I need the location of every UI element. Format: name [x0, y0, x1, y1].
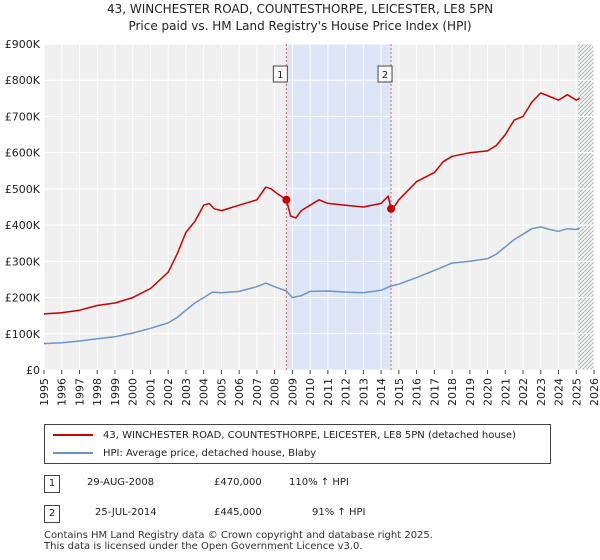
legend-item-property: 43, WINCHESTER ROAD, COUNTESTHORPE, LEIC…	[53, 427, 516, 443]
x-tick-label: 2006	[233, 378, 246, 406]
chart-subtitle: Price paid vs. HM Land Registry's House …	[128, 19, 472, 33]
x-tick-label: 2012	[340, 378, 353, 406]
footer-licence: This data is licensed under the Open Gov…	[44, 541, 363, 552]
x-tick-label: 2021	[499, 378, 512, 406]
hpi-line	[43, 226, 581, 345]
x-tick-label: 2000	[127, 378, 140, 406]
legend-swatch-hpi	[53, 452, 93, 454]
x-tick-label: 2018	[446, 378, 459, 406]
x-tick-label: 2017	[428, 378, 441, 406]
y-tick-label: £900K	[5, 38, 41, 51]
x-tick-label: 2010	[304, 378, 317, 406]
ownership-period-shade	[286, 44, 392, 370]
x-tick-label: 2011	[322, 378, 335, 406]
price-chart: £0 £100K £200K £300K £400K £500K £600K £700K £80…	[5, 38, 600, 406]
y-tick-label: £100K	[5, 328, 41, 341]
sale-date: 29-AUG-2008	[87, 477, 155, 488]
sale-hpi-change: 110% ↑ HPI	[289, 477, 349, 488]
legend-item-hpi: HPI: Average price, detached house, Blab…	[53, 445, 316, 461]
y-tick-label: £0	[26, 364, 40, 377]
y-tick-label: £800K	[5, 74, 41, 87]
x-tick-label: 2019	[464, 378, 477, 406]
x-tick-label: 1996	[56, 378, 69, 406]
y-tick-label: £500K	[5, 183, 41, 196]
x-tick-label: 1998	[91, 378, 104, 406]
x-tick-label: 2024	[553, 378, 566, 406]
footer-copyright: Contains HM Land Registry data © Crown c…	[44, 530, 433, 541]
sale-hpi-change: 91% ↑ HPI	[312, 507, 366, 518]
property-price-line	[43, 92, 581, 315]
y-tick-label: £600K	[5, 147, 41, 160]
x-tick-label: 2013	[357, 378, 370, 406]
chart-title: 43, WINCHESTER ROAD, COUNTESTHORPE, LEIC…	[106, 2, 494, 16]
footer: Contains HM Land Registry data © Crown c…	[44, 530, 433, 552]
sale-label-box	[272, 65, 288, 83]
x-tick-label: 2003	[180, 378, 193, 406]
x-tick-label: 2026	[588, 378, 600, 406]
legend-label-hpi: HPI: Average price, detached house, Blab…	[103, 447, 317, 459]
x-tick-label: 2002	[162, 378, 175, 406]
x-tick-label: 2016	[411, 378, 424, 406]
sale-marker-box: 2	[44, 505, 60, 523]
y-tick-label: £400K	[5, 219, 41, 232]
sale-price: £445,000	[214, 507, 262, 518]
x-tick-label: 2022	[517, 378, 530, 406]
sale-label-box	[377, 65, 393, 83]
x-tick-label: 2005	[215, 378, 228, 406]
y-tick-label: £700K	[5, 110, 41, 123]
x-tick-label: 2001	[144, 378, 157, 406]
x-tick-label: 2014	[375, 378, 388, 406]
sale-label: 1	[277, 70, 283, 81]
x-tick-label: 2023	[535, 378, 548, 406]
forecast-hatch	[578, 44, 594, 370]
x-tick-label: 2008	[269, 378, 282, 406]
x-tick-label: 1999	[109, 378, 122, 406]
legend: 43, WINCHESTER ROAD, COUNTESTHORPE, LEIC…	[44, 424, 551, 464]
x-tick-label: 1995	[38, 378, 51, 406]
legend-swatch-property	[53, 434, 93, 436]
sale-price: £470,000	[214, 477, 262, 488]
sale-point	[387, 204, 396, 213]
sale-label: 2	[382, 70, 388, 81]
sale-point	[282, 195, 291, 204]
y-tick-label: £200K	[5, 292, 41, 305]
legend-label-property: 43, WINCHESTER ROAD, COUNTESTHORPE, LEIC…	[103, 429, 516, 441]
x-tick-label: 2004	[198, 378, 211, 406]
x-tick-label: 2007	[251, 378, 264, 406]
x-tick-label: 2009	[286, 378, 299, 406]
sale-date: 25-JUL-2014	[95, 507, 157, 518]
x-tick-label: 2015	[393, 378, 406, 406]
sale-marker-box: 1	[44, 475, 60, 493]
x-tick-label: 2020	[482, 378, 495, 406]
x-tick-label: 1997	[73, 378, 86, 406]
x-tick-label: 2025	[570, 378, 583, 406]
y-tick-label: £300K	[5, 255, 41, 268]
